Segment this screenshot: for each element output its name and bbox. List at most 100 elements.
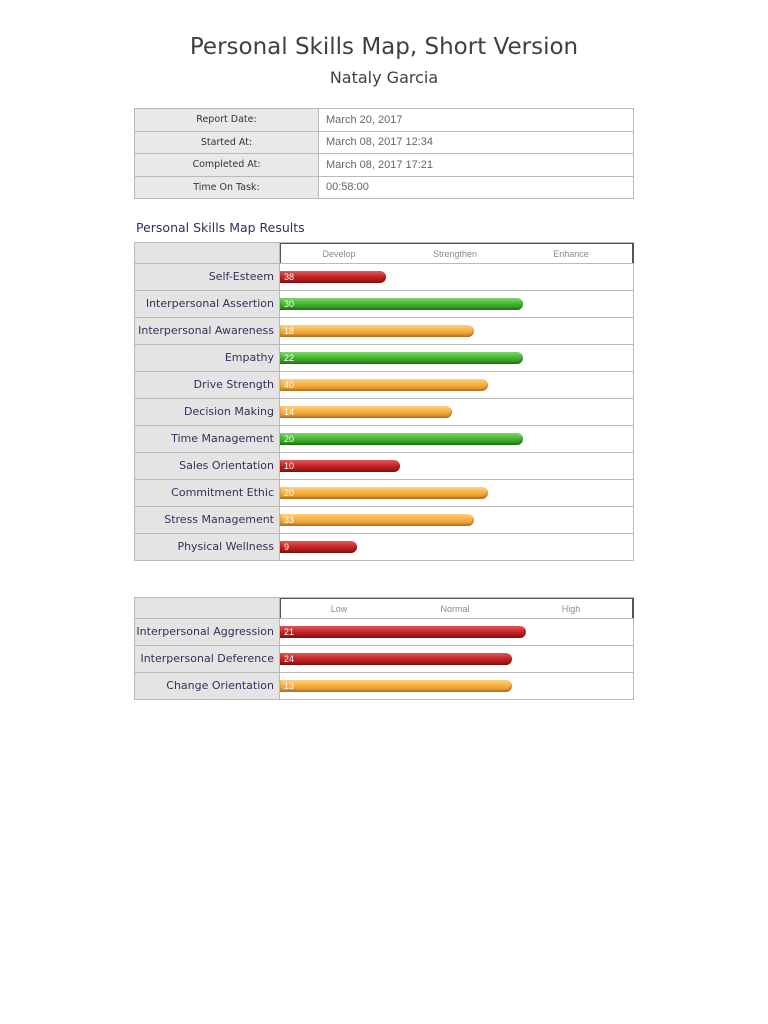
- chart-row: Sales Orientation 10: [134, 453, 634, 480]
- bar-area: 33: [280, 507, 634, 533]
- scale-label: High: [561, 604, 581, 614]
- category-label: Commitment Ethic: [134, 480, 280, 506]
- scale-label: Normal: [440, 604, 470, 614]
- chart-row: Stress Management 33: [134, 507, 634, 534]
- bar-area: 13: [280, 673, 634, 699]
- category-label: Drive Strength: [134, 372, 280, 398]
- chart-row: Commitment Ethic 20: [134, 480, 634, 507]
- category-label: Sales Orientation: [134, 453, 280, 479]
- info-label: Started At:: [134, 130, 319, 154]
- score-bar: 20: [280, 433, 523, 445]
- bar-area: 38: [280, 264, 634, 290]
- bar-area: 21: [280, 619, 634, 645]
- info-value: March 08, 2017 12:34: [318, 130, 634, 154]
- score-value: 10: [284, 461, 295, 471]
- info-row: Started At: March 08, 2017 12:34: [134, 130, 634, 154]
- chart-row: Empathy 22: [134, 345, 634, 372]
- chart-row: Time Management 20: [134, 426, 634, 453]
- info-label: Time On Task:: [134, 175, 319, 199]
- person-name: Nataly Garcia: [329, 68, 439, 87]
- bar-area: 14: [280, 399, 634, 425]
- score-value: 20: [284, 488, 295, 498]
- score-value: 22: [284, 353, 295, 363]
- chart-header-row: Low Normal High: [134, 597, 634, 619]
- category-label: Change Orientation: [134, 673, 280, 699]
- score-value: 18: [284, 326, 295, 336]
- score-bar: 24: [280, 653, 512, 665]
- chart-header-row: Develop Strengthen Enhance: [134, 242, 634, 264]
- category-label: Interpersonal Awareness: [134, 318, 280, 344]
- bar-area: 20: [280, 480, 634, 506]
- info-row: Report Date: March 20, 2017: [134, 108, 634, 132]
- info-value: March 20, 2017: [318, 108, 634, 132]
- score-value: 9: [284, 542, 290, 552]
- chart-row: Change Orientation 13: [134, 673, 634, 700]
- header-label-cell: [134, 243, 280, 263]
- category-label: Self-Esteem: [134, 264, 280, 290]
- chart-row: Drive Strength 40: [134, 372, 634, 399]
- score-bar: 10: [280, 460, 400, 472]
- bar-area: 20: [280, 426, 634, 452]
- bar-area: 24: [280, 646, 634, 672]
- score-bar: 14: [280, 406, 452, 418]
- bar-area: 9: [280, 534, 634, 560]
- skills-chart: Develop Strengthen Enhance Self-Esteem 38 Int…: [134, 242, 634, 561]
- header-scale-area: Develop Strengthen Enhance: [280, 243, 634, 263]
- category-label: Time Management: [134, 426, 280, 452]
- score-value: 38: [284, 272, 295, 282]
- category-label: Decision Making: [134, 399, 280, 425]
- info-label: Report Date:: [134, 108, 319, 132]
- score-bar: 38: [280, 271, 386, 283]
- score-bar: 33: [280, 514, 474, 526]
- category-label: Interpersonal Deference: [134, 646, 280, 672]
- bar-area: 22: [280, 345, 634, 371]
- chart-row: Self-Esteem 38: [134, 264, 634, 291]
- info-row: Time On Task: 00:58:00: [134, 175, 634, 199]
- bar-area: 40: [280, 372, 634, 398]
- category-label: Interpersonal Aggression: [134, 619, 280, 645]
- scale-label: Strengthen: [432, 249, 478, 259]
- score-bar: 30: [280, 298, 523, 310]
- score-value: 13: [284, 681, 295, 691]
- chart-row: Interpersonal Aggression 21: [134, 619, 634, 646]
- info-row: Completed At: March 08, 2017 17:21: [134, 153, 634, 177]
- score-value: 21: [284, 627, 295, 637]
- score-bar: 22: [280, 352, 523, 364]
- info-label: Completed At:: [134, 153, 319, 177]
- chart-row: Physical Wellness 9: [134, 534, 634, 561]
- info-value: 00:58:00: [318, 175, 634, 199]
- score-value: 20: [284, 434, 295, 444]
- chart-row: Decision Making 14: [134, 399, 634, 426]
- results-section-title: Personal Skills Map Results: [136, 220, 305, 235]
- category-label: Physical Wellness: [134, 534, 280, 560]
- score-value: 33: [284, 515, 295, 525]
- score-value: 24: [284, 654, 295, 664]
- category-label: Stress Management: [134, 507, 280, 533]
- bar-area: 10: [280, 453, 634, 479]
- scale-label: Low: [330, 604, 348, 614]
- score-bar: 9: [280, 541, 357, 553]
- chart-row: Interpersonal Deference 24: [134, 646, 634, 673]
- score-value: 30: [284, 299, 295, 309]
- score-bar: 20: [280, 487, 488, 499]
- info-value: March 08, 2017 17:21: [318, 153, 634, 177]
- scale-label: Enhance: [553, 249, 589, 259]
- chart-row: Interpersonal Assertion 30: [134, 291, 634, 318]
- category-label: Interpersonal Assertion: [134, 291, 280, 317]
- header-label-cell: [134, 598, 280, 618]
- score-value: 40: [284, 380, 295, 390]
- bar-area: 30: [280, 291, 634, 317]
- bar-area: 18: [280, 318, 634, 344]
- chart-row: Interpersonal Awareness 18: [134, 318, 634, 345]
- score-bar: 13: [280, 680, 512, 692]
- orientation-chart: Low Normal High Interpersonal Aggression 21 I…: [134, 597, 634, 700]
- score-bar: 21: [280, 626, 526, 638]
- category-label: Empathy: [134, 345, 280, 371]
- score-bar: 40: [280, 379, 488, 391]
- report-info-table: Report Date: March 20, 2017 Started At: …: [134, 108, 634, 199]
- score-bar: 18: [280, 325, 474, 337]
- scale-label: Develop: [322, 249, 356, 259]
- header-scale-area: Low Normal High: [280, 598, 634, 618]
- score-value: 14: [284, 407, 295, 417]
- report-title: Personal Skills Map, Short Version: [189, 34, 579, 60]
